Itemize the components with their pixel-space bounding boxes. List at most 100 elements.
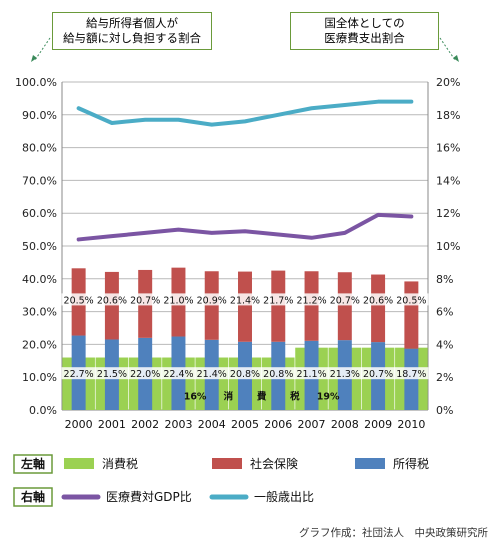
income-tax-data-label: 18.7% <box>396 369 426 380</box>
income-label-bg <box>161 367 196 380</box>
social-insurance-bar <box>238 271 252 342</box>
x-tick-label: 2002 <box>131 418 159 431</box>
right-tick-label: 8% <box>436 273 453 286</box>
x-tick-label: 2006 <box>264 418 292 431</box>
income-tax-data-label: 22.4% <box>163 369 193 380</box>
right-axis-callout: 国全体としての 医療費支出割合 <box>290 12 439 50</box>
social-insurance-data-label: 20.5% <box>64 295 94 306</box>
medical-gdp-line <box>76 212 414 242</box>
income-label-bg <box>128 367 163 380</box>
general-expenditure-line <box>76 99 414 127</box>
left-tick-label: 70.0% <box>22 174 57 187</box>
left-tick-label: 80.0% <box>22 142 57 155</box>
x-tick-label: 2001 <box>98 418 126 431</box>
legend-income-tax-label: 所得税 <box>393 456 429 471</box>
left-tick-label: 90.0% <box>22 109 57 122</box>
legend-medical-gdp-label: 医療費対GDP比 <box>106 489 192 504</box>
income-tax-data-label: 21.3% <box>330 369 360 380</box>
legend-consumption-tax-label: 消費税 <box>102 456 138 471</box>
x-tick-label: 2003 <box>164 418 192 431</box>
right-callout-line1: 国全体としての <box>324 16 405 30</box>
x-tick-label: 2009 <box>364 418 392 431</box>
legend-social-insurance-swatch <box>212 458 242 469</box>
legend-consumption-tax-swatch <box>64 458 94 469</box>
left-callout-line2: 給与額に対し負担する割合 <box>63 31 201 45</box>
income-label-bg <box>194 367 229 380</box>
social-insurance-data-label: 21.4% <box>230 295 260 306</box>
chart-credit: グラフ作成：社団法人 中央政策研究所 <box>299 527 488 539</box>
social-label-bg <box>194 293 229 306</box>
left-tick-label: 100.0% <box>15 76 57 89</box>
income-label-bg <box>94 367 129 380</box>
left-arrow-head <box>31 55 37 62</box>
social-label-bg <box>294 293 329 306</box>
right-axis-legend-label: 右軸 <box>20 489 45 504</box>
x-tick-label: 2005 <box>231 418 259 431</box>
social-label-bg <box>94 293 129 306</box>
social-label-bg <box>327 293 362 306</box>
left-callout-arrow <box>34 37 51 61</box>
income-tax-data-label: 21.1% <box>296 369 326 380</box>
income-label-bg <box>228 367 262 380</box>
x-tick-label: 2008 <box>331 418 359 431</box>
right-tick-label: 6% <box>436 306 453 319</box>
left-tick-label: 40.0% <box>22 273 57 286</box>
social-insurance-data-label: 21.7% <box>263 295 293 306</box>
income-label-bg <box>327 367 362 380</box>
consumption-tax-text: 費 <box>257 391 267 403</box>
x-tick-label: 2007 <box>298 418 326 431</box>
social-insurance-data-label: 20.5% <box>396 295 426 306</box>
income-tax-data-label: 22.0% <box>130 369 160 380</box>
right-tick-label: 16% <box>436 142 460 155</box>
social-insurance-data-label: 20.7% <box>130 295 160 306</box>
social-label-bg <box>161 293 196 306</box>
consumption-tax-text: 消 <box>224 391 234 403</box>
social-insurance-bar <box>204 271 219 340</box>
social-insurance-bar <box>371 274 386 343</box>
right-tick-label: 2% <box>436 371 453 384</box>
left-tick-label: 10.0% <box>22 371 57 384</box>
income-tax-data-label: 20.8% <box>230 369 260 380</box>
x-tick-label: 2000 <box>65 418 93 431</box>
right-callout-arrow <box>439 37 456 61</box>
social-insurance-bar <box>271 270 286 342</box>
social-label-bg <box>228 293 262 306</box>
right-callout-line2: 医療費支出割合 <box>324 31 405 45</box>
income-label-bg <box>294 367 329 380</box>
x-tick-label: 2010 <box>397 418 425 431</box>
right-tick-label: 4% <box>436 338 453 351</box>
left-axis-callout: 給与所得者個人が 給与額に対し負担する割合 <box>52 12 212 50</box>
social-insurance-data-label: 20.7% <box>330 295 360 306</box>
left-tick-label: 50.0% <box>22 240 57 253</box>
social-insurance-bar <box>104 271 119 340</box>
income-tax-data-label: 20.8% <box>263 369 293 380</box>
social-insurance-data-label: 20.6% <box>97 295 127 306</box>
income-tax-data-label: 21.5% <box>97 369 127 380</box>
income-tax-bar <box>404 348 419 410</box>
income-label-bg <box>61 367 96 380</box>
social-insurance-data-label: 20.6% <box>363 295 393 306</box>
right-tick-label: 12% <box>436 207 460 220</box>
x-tick-label: 2004 <box>198 418 226 431</box>
social-insurance-data-label: 21.0% <box>163 295 193 306</box>
legend-general-expenditure-label: 一般歳出比 <box>254 489 314 504</box>
social-insurance-data-label: 21.2% <box>296 295 326 306</box>
left-tick-label: 30.0% <box>22 306 57 319</box>
legend-income-tax-swatch <box>355 458 385 469</box>
consumption-tax-text: 税 <box>290 391 300 403</box>
social-insurance-bar <box>337 272 352 341</box>
legend-social-insurance-label: 社会保険 <box>250 456 298 471</box>
left-axis-legend-label: 左軸 <box>20 456 45 471</box>
right-axis-legend-label-box <box>13 487 53 507</box>
left-tick-label: 60.0% <box>22 207 57 220</box>
social-label-bg <box>261 293 296 306</box>
right-tick-label: 0% <box>436 404 453 417</box>
consumption-19-label: 19% <box>317 392 340 403</box>
income-tax-data-label: 20.7% <box>363 369 393 380</box>
social-label-bg <box>394 293 429 306</box>
income-tax-data-label: 22.7% <box>64 369 94 380</box>
social-label-bg <box>361 293 396 306</box>
left-axis-legend-label-box <box>13 454 53 474</box>
left-tick-label: 20.0% <box>22 338 57 351</box>
right-tick-label: 20% <box>436 76 460 89</box>
